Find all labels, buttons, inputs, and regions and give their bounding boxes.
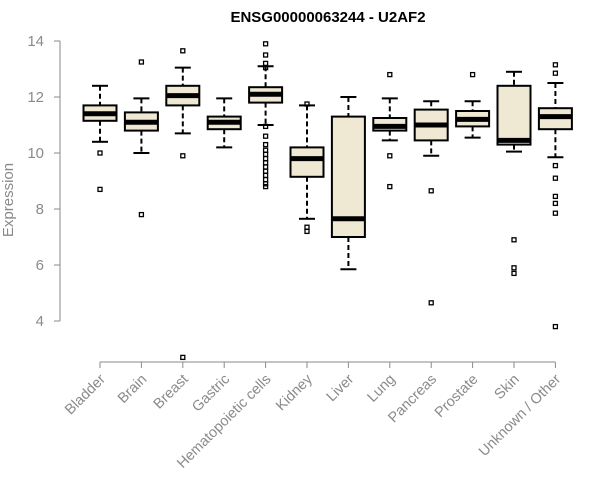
- outlier-point: [262, 183, 269, 190]
- outlier-point: [511, 270, 517, 277]
- outlier-point: [387, 71, 393, 78]
- outlier-point: [552, 62, 559, 68]
- outlier-point: [552, 175, 559, 181]
- outlier-point: [428, 300, 434, 306]
- box-gastric: [206, 97, 242, 149]
- outlier-point: [262, 41, 269, 47]
- outlier-point: [262, 141, 269, 148]
- box-brain: [123, 59, 159, 218]
- box-breast: [165, 48, 201, 361]
- box-bladder: [82, 84, 118, 193]
- outlier-point: [262, 60, 269, 67]
- outlier-point: [552, 323, 559, 330]
- x-tick-label: Liver: [324, 371, 358, 405]
- x-tick-label: Kidney: [273, 371, 316, 414]
- y-tick-label: 12: [27, 89, 44, 106]
- outlier-point: [511, 237, 517, 243]
- box-pancreas: [413, 100, 449, 306]
- outlier-point: [262, 176, 269, 183]
- outlier-point: [262, 151, 269, 158]
- outlier-point: [304, 101, 310, 107]
- y-tick-label: 4: [36, 313, 44, 330]
- outlier-point: [180, 354, 186, 361]
- outlier-point: [262, 52, 269, 58]
- outlier-point: [180, 48, 186, 54]
- y-tick-label: 10: [27, 145, 44, 162]
- x-tick-label: Skin: [492, 372, 523, 403]
- box-iqr: [496, 84, 532, 146]
- outlier-point: [262, 160, 269, 166]
- outlier-point: [262, 133, 269, 139]
- outlier-point: [262, 168, 269, 174]
- outlier-point: [428, 188, 434, 194]
- outlier-point: [387, 153, 393, 159]
- box-hematopoietic-cells: [248, 41, 284, 190]
- outlier-point: [262, 155, 269, 162]
- outlier-point: [304, 224, 310, 230]
- outlier-point: [552, 162, 559, 169]
- outlier-point: [511, 265, 517, 271]
- outlier-point: [262, 123, 269, 130]
- outlier-point: [552, 193, 559, 200]
- outlier-point: [387, 183, 393, 190]
- box-liver: [330, 96, 366, 271]
- box-skin: [496, 70, 532, 277]
- outlier-point: [552, 70, 559, 76]
- y-axis-label: Expression: [0, 163, 17, 237]
- box-prostate: [455, 71, 491, 139]
- outlier-point: [138, 211, 145, 218]
- outlier-point: [180, 153, 186, 159]
- chart-title: ENSG00000063244 - U2AF2: [230, 9, 425, 26]
- outlier-point: [138, 59, 145, 65]
- outlier-point: [469, 71, 476, 78]
- box-unknown-other: [537, 62, 573, 330]
- outlier-point: [552, 210, 559, 216]
- outlier-point: [97, 150, 103, 156]
- x-tick-label: Prostate: [432, 372, 481, 421]
- x-tick-label: Bladder: [62, 371, 109, 418]
- outlier-point: [97, 186, 103, 193]
- outlier-point: [262, 164, 269, 170]
- outlier-point: [552, 200, 559, 207]
- box-lung: [372, 71, 408, 190]
- x-tick-label: Breast: [151, 372, 192, 413]
- x-tick-label: Lung: [364, 372, 398, 406]
- outlier-point: [262, 172, 269, 179]
- box-iqr: [289, 146, 325, 178]
- outlier-point: [262, 181, 269, 187]
- box-kidney: [289, 101, 325, 235]
- boxes: [82, 41, 573, 361]
- outlier-point: [262, 64, 269, 71]
- x-tick-label: Brain: [115, 372, 150, 407]
- y-tick-label: 14: [27, 33, 44, 50]
- outlier-point: [262, 147, 269, 153]
- outlier-point: [304, 228, 310, 235]
- y-tick-label: 6: [36, 257, 44, 274]
- y-tick-label: 8: [36, 201, 44, 218]
- y-axis: 4 6 8 10 12 14: [27, 33, 61, 330]
